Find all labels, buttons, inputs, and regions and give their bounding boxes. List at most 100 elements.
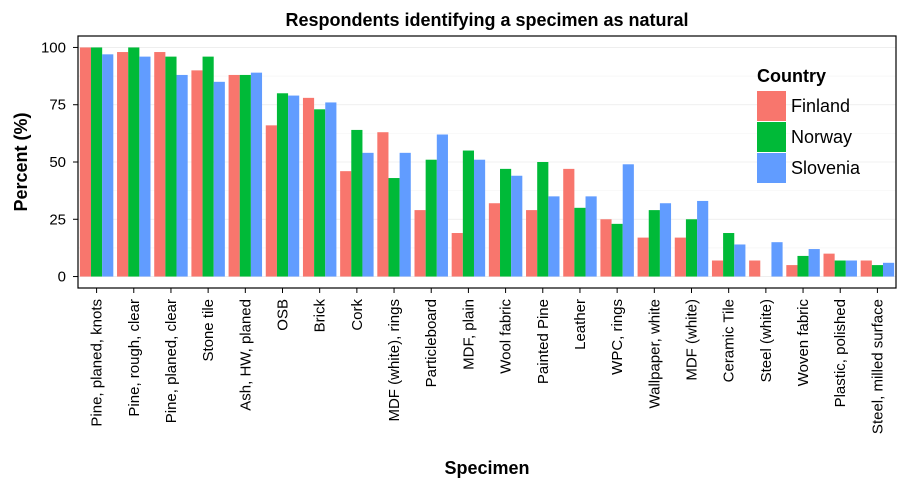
- bar-norway: [685, 219, 698, 277]
- bar-slovenia: [659, 203, 672, 277]
- y-tick-label: 25: [49, 211, 66, 228]
- bar-slovenia: [771, 242, 783, 277]
- bar-finland: [711, 260, 724, 277]
- bar-slovenia: [362, 152, 374, 277]
- x-tick-label: Steel (white): [758, 299, 775, 382]
- bar-finland: [860, 260, 872, 277]
- bar-slovenia: [473, 159, 486, 277]
- bar-slovenia: [622, 164, 634, 277]
- bar-slovenia: [882, 262, 895, 277]
- bar-norway: [611, 223, 623, 277]
- x-tick-label: Leather: [572, 299, 589, 350]
- bar-finland: [265, 125, 277, 277]
- bar-slovenia: [548, 196, 560, 277]
- x-tick-label: Cork: [349, 299, 366, 331]
- bar-finland: [674, 237, 686, 277]
- chart-title: Respondents identifying a specimen as na…: [285, 10, 688, 30]
- bar-finland: [600, 219, 612, 277]
- y-tick-label: 50: [49, 154, 66, 171]
- bar-slovenia: [734, 244, 746, 277]
- bar-finland: [451, 233, 463, 277]
- bar-norway: [500, 168, 512, 277]
- bar-norway: [128, 47, 140, 277]
- x-axis-title: Specimen: [444, 458, 529, 478]
- bar-norway: [276, 93, 289, 277]
- x-tick-label: Stone tile: [200, 299, 217, 362]
- bar-finland: [526, 210, 538, 277]
- bar-finland: [154, 52, 166, 277]
- y-tick-label: 0: [58, 269, 66, 286]
- bar-slovenia: [585, 196, 597, 277]
- bar-norway: [425, 159, 437, 277]
- legend-key-slovenia: [757, 153, 786, 183]
- bar-finland: [228, 74, 240, 277]
- x-tick-label: Painted Pine: [535, 299, 552, 384]
- bar-slovenia: [288, 95, 300, 277]
- bar-finland: [302, 97, 315, 277]
- bar-norway: [202, 56, 214, 277]
- legend-key-norway: [757, 122, 786, 152]
- legend-key-finland: [757, 91, 786, 121]
- bar-finland: [823, 253, 835, 277]
- bar-norway: [239, 74, 251, 277]
- bar-norway: [91, 47, 103, 277]
- bar-slovenia: [176, 74, 188, 277]
- y-axis: 0 25 50 75 100: [41, 39, 78, 286]
- bar-finland: [637, 237, 649, 277]
- bar-finland: [79, 47, 92, 277]
- bar-slovenia: [250, 72, 263, 277]
- plot-border: [77, 35, 897, 289]
- x-tick-label: WPC, rings: [609, 299, 626, 375]
- bar-finland: [414, 210, 426, 277]
- bar-finland: [117, 52, 129, 277]
- x-tick-label: Steel, milled surface: [869, 299, 886, 434]
- x-tick-label: Wool fabric: [498, 299, 515, 374]
- bar-norway: [871, 265, 883, 277]
- bar-finland: [340, 171, 352, 277]
- bar-finland: [749, 260, 761, 277]
- x-tick-label: OSB: [275, 299, 292, 331]
- bar-slovenia: [102, 54, 114, 277]
- y-tick-label: 100: [41, 39, 66, 56]
- bar-slovenia: [436, 134, 448, 277]
- bar-finland: [563, 168, 575, 277]
- bar-norway: [574, 207, 586, 277]
- bar-slovenia: [697, 200, 709, 277]
- y-axis-title: Percent (%): [11, 112, 31, 211]
- x-tick-label: MDF, plain: [460, 299, 477, 370]
- bar-slovenia: [845, 260, 857, 277]
- x-axis: Pine, planed, knots Pine, rough, clear Pin…: [89, 288, 886, 434]
- x-tick-label: Particleboard: [423, 299, 440, 387]
- y-tick-label: 75: [49, 97, 66, 114]
- bar-finland: [786, 265, 798, 277]
- bar-finland: [191, 70, 203, 277]
- x-tick-label: MDF (white), rings: [386, 299, 403, 422]
- x-tick-label: Ash, HW, planed: [237, 299, 254, 411]
- x-tick-label: Pine, rough, clear: [126, 299, 143, 417]
- x-tick-label: Wallpaper, white: [646, 299, 663, 409]
- bar-norway: [834, 260, 846, 277]
- bar-norway: [723, 233, 735, 277]
- bar-norway: [537, 162, 549, 277]
- bar-slovenia: [511, 175, 523, 277]
- legend-label-finland: Finland: [791, 96, 850, 116]
- legend-title: Country: [757, 66, 826, 86]
- bar-slovenia: [325, 102, 337, 277]
- bar-finland: [377, 132, 389, 277]
- bar-norway: [388, 178, 400, 277]
- bar-slovenia: [808, 249, 820, 277]
- x-tick-label: Ceramic Tile: [721, 299, 738, 382]
- legend-label-norway: Norway: [791, 127, 852, 147]
- bar-norway: [462, 150, 474, 277]
- bar-slovenia: [213, 81, 225, 277]
- legend-label-slovenia: Slovenia: [791, 158, 861, 178]
- bar-norway: [648, 210, 660, 277]
- x-tick-label: Pine, planed, knots: [89, 299, 106, 427]
- bar-norway: [797, 255, 809, 277]
- bar-norway: [314, 109, 326, 277]
- bar-slovenia: [399, 152, 411, 277]
- x-tick-label: Pine, planed, clear: [163, 299, 180, 423]
- x-tick-label: Woven fabric: [795, 299, 812, 387]
- x-tick-label: Brick: [312, 299, 329, 333]
